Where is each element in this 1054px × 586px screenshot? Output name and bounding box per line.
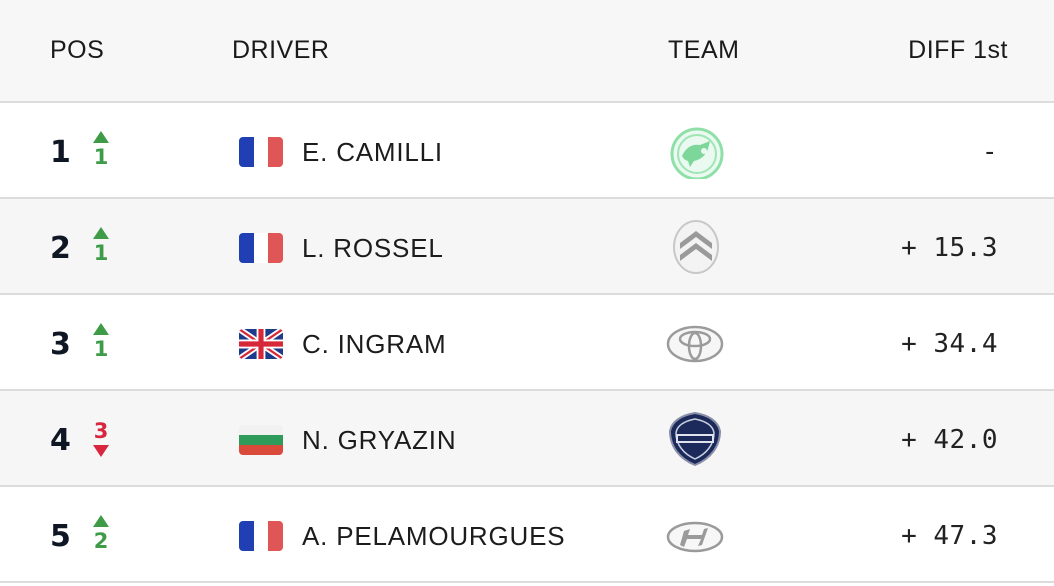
diff-to-first: + 42.0 xyxy=(901,425,998,455)
header-team: TEAM xyxy=(668,36,740,64)
flag-france-icon xyxy=(239,233,283,263)
flag-bulgaria-icon xyxy=(239,425,283,455)
header-pos: POS xyxy=(50,36,105,64)
position-change: 1 xyxy=(88,131,114,179)
arrow-up-icon xyxy=(93,131,109,143)
position-change-value: 2 xyxy=(93,529,109,553)
table-row[interactable]: 2 1 L. ROSSEL + 15.3 xyxy=(0,199,1054,295)
table-row[interactable]: 4 3 N. GRYAZIN + 42.0 xyxy=(0,391,1054,487)
table-header: POS DRIVER TEAM DIFF 1st xyxy=(0,0,1054,103)
skoda-icon xyxy=(670,127,724,179)
position: 5 xyxy=(50,519,71,554)
citroen-icon xyxy=(673,220,719,274)
position: 2 xyxy=(50,231,71,266)
diff-to-first: + 34.4 xyxy=(901,329,998,359)
table-row[interactable]: 5 2 A. PELAMOURGUES + 47.3 xyxy=(0,487,1054,583)
driver-name[interactable]: C. INGRAM xyxy=(302,329,447,359)
table-row[interactable]: 3 1 C. INGRAM + 34.4 xyxy=(0,295,1054,391)
arrow-up-icon xyxy=(93,515,109,527)
position-change: 2 xyxy=(88,515,114,563)
position-change-value: 1 xyxy=(93,337,109,361)
diff-to-first: - xyxy=(981,137,998,167)
position-change-value: 1 xyxy=(93,145,109,169)
position: 1 xyxy=(50,135,71,170)
diff-to-first: + 47.3 xyxy=(901,521,998,551)
header-driver: DRIVER xyxy=(232,36,330,64)
flag-france-icon xyxy=(239,137,283,167)
arrow-down-icon xyxy=(93,445,109,457)
position-change: 1 xyxy=(88,323,114,371)
driver-name[interactable]: E. CAMILLI xyxy=(302,137,443,167)
position-change-value: 3 xyxy=(93,419,109,443)
position: 3 xyxy=(50,327,71,362)
position-change-value: 1 xyxy=(93,241,109,265)
header-diff: DIFF 1st xyxy=(908,36,1008,64)
driver-name[interactable]: A. PELAMOURGUES xyxy=(302,521,566,551)
driver-name[interactable]: L. ROSSEL xyxy=(302,233,444,263)
arrow-up-icon xyxy=(93,227,109,239)
lancia-icon xyxy=(668,411,722,467)
flag-france-icon xyxy=(239,521,283,551)
toyota-icon xyxy=(666,325,724,363)
position-change: 3 xyxy=(88,419,114,467)
diff-to-first: + 15.3 xyxy=(901,233,998,263)
hyundai-icon xyxy=(666,521,724,553)
arrow-up-icon xyxy=(93,323,109,335)
position: 4 xyxy=(50,423,71,458)
driver-name[interactable]: N. GRYAZIN xyxy=(302,425,457,455)
table-row[interactable]: 1 1 E. CAMILLI - xyxy=(0,103,1054,199)
position-change: 1 xyxy=(88,227,114,275)
flag-united-kingdom-icon xyxy=(239,329,283,359)
